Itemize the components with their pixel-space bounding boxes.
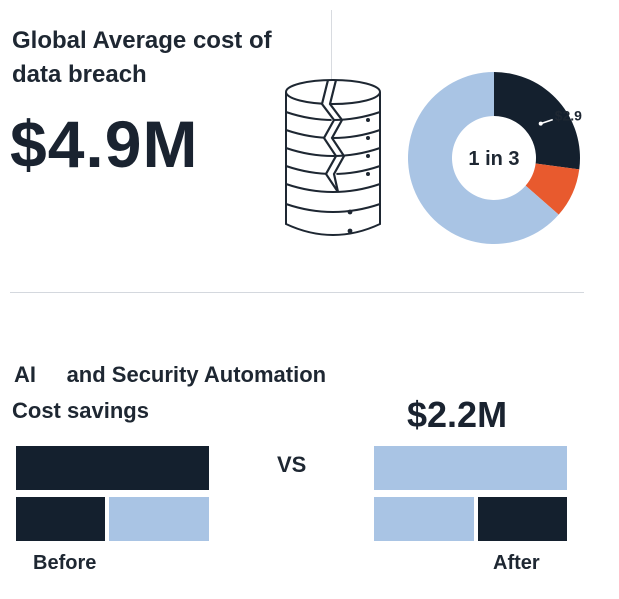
donut-label-leader (540, 118, 553, 125)
before-label: Before (33, 552, 97, 574)
donut-chart: $2.9 1 in 3 (408, 72, 582, 245)
before-bar-row1-seg1 (16, 446, 209, 490)
section-title-ai: AI (14, 362, 36, 387)
before-bar-row2-seg1 (16, 497, 105, 541)
section-title-rest: and Security Automation (66, 362, 327, 387)
vs-label: VS (277, 452, 307, 477)
title-line-2: data breach (12, 61, 147, 88)
average-cost-value: $4.9M (10, 107, 199, 181)
donut-slice-2 (525, 163, 580, 215)
after-value: $2.2M (407, 394, 508, 435)
page-title: Global Average cost of data breach (12, 24, 272, 92)
donut-slice-label: $2.9 (555, 108, 582, 124)
horizontal-divider (10, 292, 584, 293)
donut-label-dot (538, 121, 543, 126)
title-line-1: Global Average cost of (12, 27, 272, 54)
after-bar-row2-seg1 (374, 497, 474, 541)
donut-slice-1 (494, 72, 580, 170)
before-bar-row2-seg2 (109, 497, 209, 541)
donut-slice-3 (408, 72, 559, 245)
cracked-database-icon (285, 79, 381, 236)
after-bar-row1-seg1 (374, 446, 567, 490)
section-subtitle: Cost savings (12, 398, 149, 423)
after-label: After (493, 552, 540, 574)
donut-center-label: 1 in 3 (468, 148, 519, 170)
vertical-divider (331, 10, 332, 106)
after-bar-row2-seg2 (478, 497, 567, 541)
section-title: AI and Security Automation (14, 362, 326, 388)
